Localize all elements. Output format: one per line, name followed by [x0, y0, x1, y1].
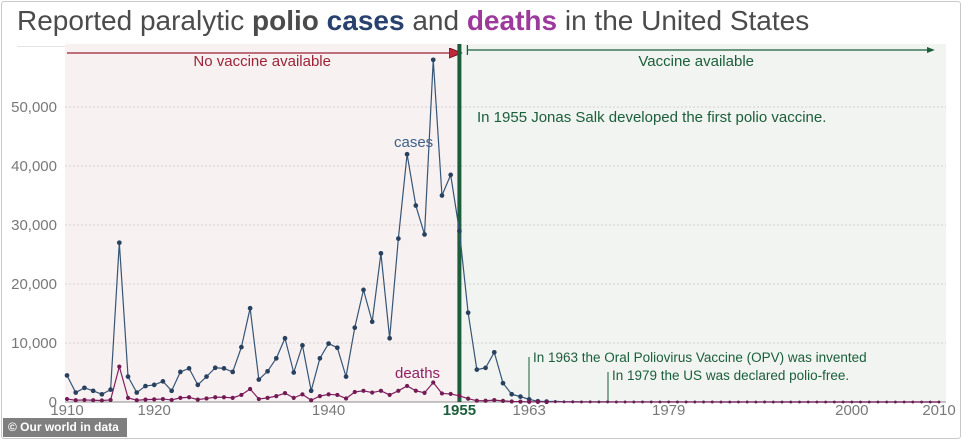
svg-text:10,000: 10,000: [11, 335, 57, 352]
svg-text:2010: 2010: [922, 402, 955, 419]
svg-text:1955: 1955: [443, 402, 476, 419]
svg-text:In 1979 the US was declared po: In 1979 the US was declared polio-free.: [612, 368, 849, 383]
svg-text:1910: 1910: [50, 402, 83, 419]
svg-text:Vaccine available: Vaccine available: [638, 53, 754, 70]
svg-text:20,000: 20,000: [11, 276, 57, 293]
svg-text:1940: 1940: [312, 402, 345, 419]
svg-text:deaths: deaths: [395, 365, 440, 382]
svg-text:1979: 1979: [652, 402, 685, 419]
svg-text:30,000: 30,000: [11, 217, 57, 234]
svg-text:1963: 1963: [512, 402, 545, 419]
svg-text:1920: 1920: [138, 402, 171, 419]
svg-text:In 1963 the Oral Poliovirus Va: In 1963 the Oral Poliovirus Vaccine (OPV…: [533, 350, 867, 365]
svg-text:40,000: 40,000: [11, 158, 57, 175]
svg-text:No vaccine available: No vaccine available: [193, 53, 331, 70]
svg-text:2000: 2000: [835, 402, 868, 419]
svg-text:cases: cases: [394, 134, 433, 151]
svg-text:In 1955 Jonas Salk developed t: In 1955 Jonas Salk developed the first p…: [477, 109, 826, 126]
svg-text:50,000: 50,000: [11, 99, 57, 116]
